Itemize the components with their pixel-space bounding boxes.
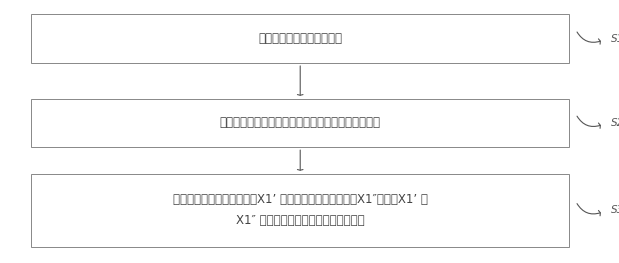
Text: 向阳极入口通入的氢气，同时向阴极入口通入的空气: 向阳极入口通入的氢气，同时向阴极入口通入的空气 [220,117,381,129]
FancyBboxPatch shape [31,174,569,247]
FancyBboxPatch shape [31,14,569,63]
Text: S3: S3 [611,205,619,215]
Text: 获得的工况为稳定运行工况: 获得的工况为稳定运行工况 [258,32,342,45]
Text: S1: S1 [611,34,619,44]
Text: 获得阳极出口的氮气的含量X1’ 和阴极出口的氮气的含量X1″，根据X1’ 和
X1″ 获得质子交换膜燃料电池衰减趋势: 获得阳极出口的氮气的含量X1’ 和阴极出口的氮气的含量X1″，根据X1’ 和 X… [173,193,428,227]
Text: S2: S2 [611,118,619,128]
FancyBboxPatch shape [31,99,569,147]
